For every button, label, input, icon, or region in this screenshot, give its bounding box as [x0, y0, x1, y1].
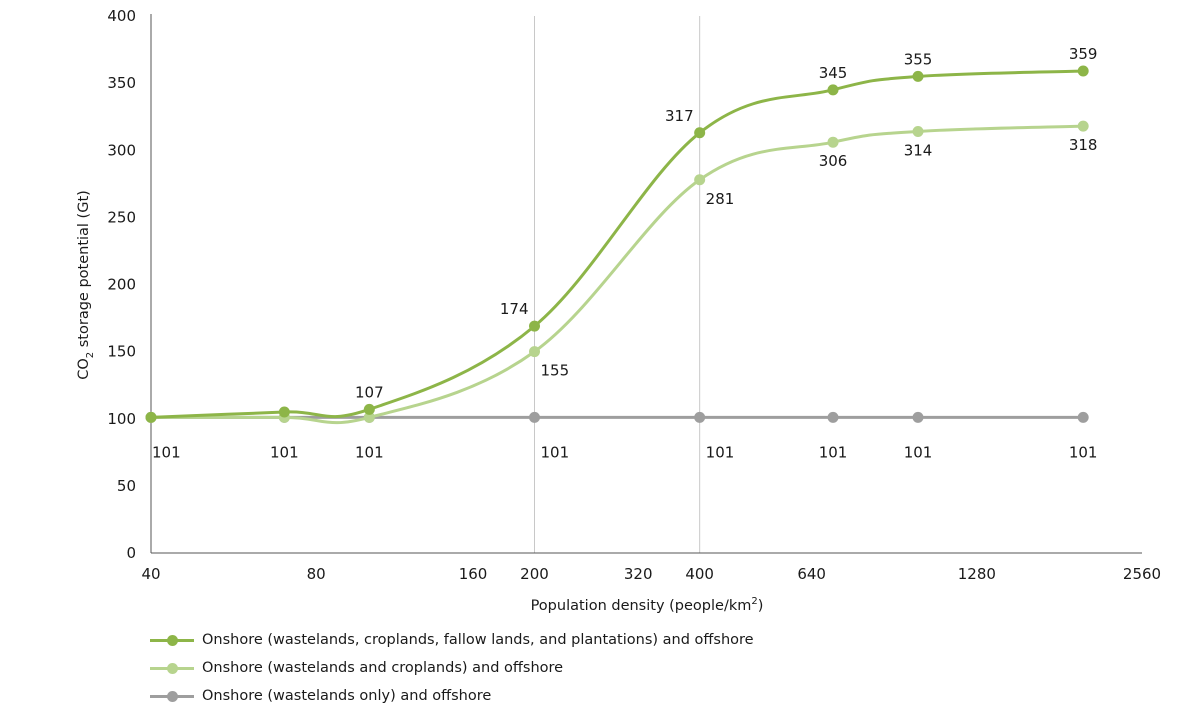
legend-item: Onshore (wastelands, croplands, fallow l…	[150, 626, 754, 654]
data-label: 281	[706, 190, 735, 208]
data-point	[145, 411, 157, 423]
y-tick-label: 200	[107, 276, 136, 294]
legend-item: Onshore (wastelands and croplands) and o…	[150, 654, 754, 682]
data-point	[827, 84, 839, 96]
data-point	[1077, 120, 1089, 132]
data-point	[1077, 411, 1089, 423]
data-point	[912, 411, 924, 423]
data-point	[1077, 65, 1089, 77]
y-tick-label: 150	[107, 343, 136, 361]
data-point	[529, 320, 541, 332]
legend-swatch	[150, 689, 194, 703]
x-tick-label: 40	[141, 565, 160, 583]
data-label: 318	[1069, 136, 1098, 154]
data-label: 101	[904, 443, 933, 461]
data-point	[363, 403, 375, 415]
x-tick-label: 1280	[958, 565, 996, 583]
legend-swatch	[150, 661, 194, 675]
y-tick-label: 50	[117, 477, 136, 495]
legend-marker	[167, 691, 178, 702]
data-label: 101	[1069, 443, 1098, 461]
reference-lines	[534, 16, 701, 553]
data-point	[529, 411, 541, 423]
data-label: 306	[819, 152, 848, 170]
data-point	[912, 70, 924, 82]
data-label: 314	[904, 141, 933, 159]
series-group	[145, 65, 1089, 425]
data-point	[827, 136, 839, 148]
y-tick-label: 250	[107, 208, 136, 226]
x-tick-label: 320	[624, 565, 653, 583]
y-tick-label: 100	[107, 410, 136, 428]
data-label: 317	[665, 107, 694, 125]
data-label: 101	[152, 443, 181, 461]
legend-label: Onshore (wastelands, croplands, fallow l…	[202, 632, 754, 648]
x-tick-label: 200	[520, 565, 549, 583]
y-tick-label: 0	[126, 544, 136, 562]
legend-swatch	[150, 633, 194, 647]
x-tick-label: 160	[459, 565, 488, 583]
data-point	[278, 406, 290, 418]
data-point	[529, 346, 541, 358]
data-label: 101	[706, 443, 735, 461]
x-tick-label: 2560	[1123, 565, 1161, 583]
x-axis-title: Population density (people/km2)	[531, 596, 764, 614]
y-tick-label: 350	[107, 74, 136, 92]
data-labels: 101 101 101 101 101 101 101 101 155 281 306 314 318 1…	[152, 45, 1097, 461]
data-point	[363, 411, 375, 423]
data-point	[694, 411, 706, 423]
y-tick-label: 400	[107, 7, 136, 25]
legend-marker	[167, 663, 178, 674]
data-point	[827, 411, 839, 423]
data-label: 355	[904, 50, 933, 68]
data-label: 359	[1069, 45, 1098, 63]
legend-marker	[167, 635, 178, 646]
legend-label: Onshore (wastelands and croplands) and o…	[202, 660, 564, 676]
data-point	[912, 125, 924, 137]
series-line	[151, 124, 1084, 425]
y-axis-title: CO2 storage potential (Gt)	[76, 190, 96, 380]
data-label: 101	[819, 443, 848, 461]
data-label: 345	[819, 64, 848, 82]
data-label: 155	[541, 362, 570, 380]
legend-item: Onshore (wastelands only) and offshore	[150, 682, 754, 710]
legend-label: Onshore (wastelands only) and offshore	[202, 688, 492, 704]
axes: 0 50 100 150 200 250 300 350 400 40 80 160 200 320 400…	[107, 7, 1161, 583]
data-label: 101	[270, 443, 299, 461]
data-label: 174	[500, 300, 529, 318]
x-tick-label: 400	[685, 565, 714, 583]
data-point	[694, 127, 706, 139]
x-tick-label: 80	[307, 565, 326, 583]
y-tick-label: 300	[107, 141, 136, 159]
series-line	[150, 69, 1084, 419]
data-label: 101	[541, 443, 570, 461]
x-tick-label: 640	[797, 565, 826, 583]
data-label: 101	[355, 443, 384, 461]
data-point	[694, 174, 706, 186]
data-label: 107	[355, 383, 384, 401]
legend: Onshore (wastelands, croplands, fallow l…	[150, 626, 754, 710]
